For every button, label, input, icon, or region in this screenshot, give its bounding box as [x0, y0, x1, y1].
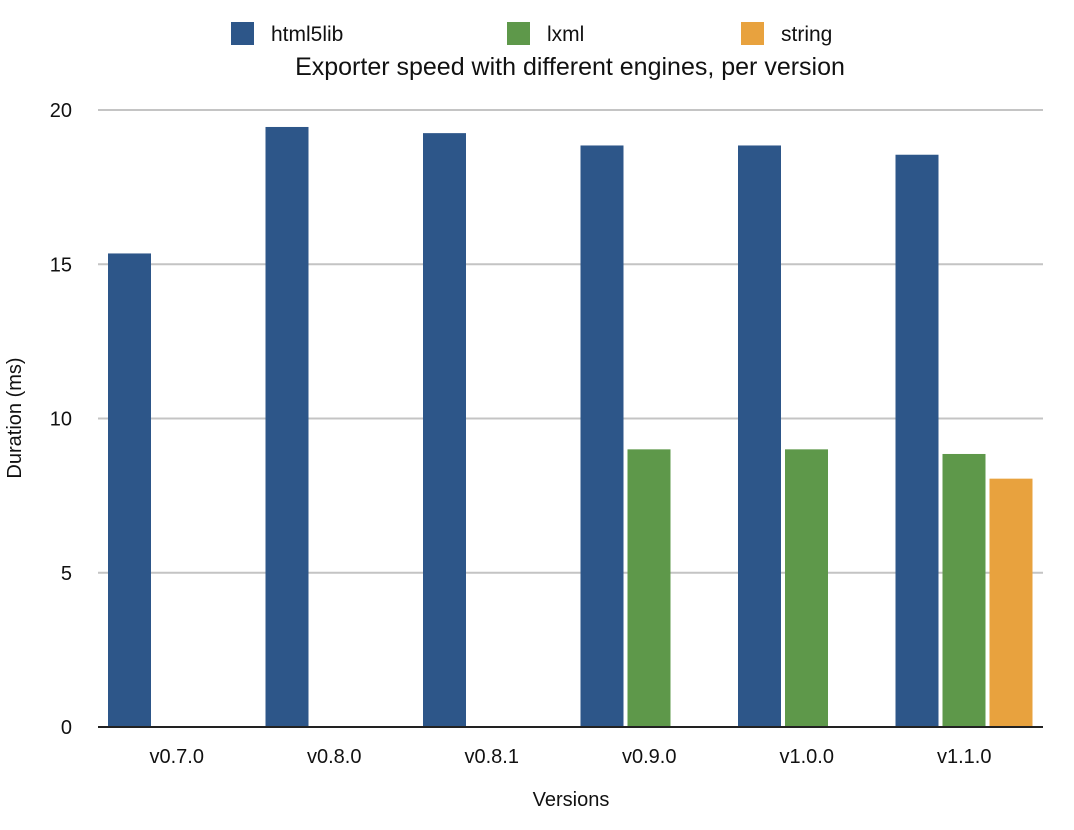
legend-label: html5lib	[271, 23, 343, 46]
y-tick-label: 10	[50, 409, 72, 431]
gridlines	[98, 109, 1043, 574]
y-tick-label: 5	[61, 563, 72, 585]
x-tick-label: v0.8.0	[307, 746, 361, 768]
bar-html5lib-v0.7.0	[108, 253, 151, 727]
legend-swatch	[231, 22, 254, 45]
bar-html5lib-v0.8.0	[265, 126, 309, 727]
x-axis-label: Versions	[533, 789, 610, 811]
bar-string-v1.1.0	[989, 478, 1033, 727]
y-tick-label: 15	[50, 254, 72, 276]
bar-lxml-v1.0.0	[785, 449, 828, 727]
x-tick-label: v1.0.0	[780, 746, 834, 768]
legend-item-html5lib: html5lib	[231, 22, 343, 46]
y-tick-label: 20	[50, 100, 72, 122]
y-tick-label: 0	[61, 717, 72, 739]
legend-swatch	[507, 22, 530, 45]
x-tick-label: v0.8.1	[465, 746, 519, 768]
x-tick-label: v1.1.0	[937, 746, 991, 768]
legend: html5lib lxml string	[231, 22, 832, 46]
bar-lxml-v1.1.0	[942, 453, 986, 727]
bars	[108, 126, 1033, 728]
y-axis-ticks: 0 5 10 15 20	[50, 100, 72, 739]
x-tick-label: v0.9.0	[622, 746, 676, 768]
bar-lxml-v0.9.0	[627, 449, 671, 727]
bar-html5lib-v1.1.0	[895, 154, 939, 728]
legend-label: lxml	[547, 23, 584, 46]
chart-title: Exporter speed with different engines, p…	[295, 53, 845, 81]
legend-label: string	[781, 23, 832, 46]
x-tick-label: v0.7.0	[150, 746, 204, 768]
bar-html5lib-v1.0.0	[738, 145, 781, 728]
legend-swatch	[741, 22, 764, 45]
x-axis-ticks: v0.7.0 v0.8.0 v0.8.1 v0.9.0 v1.0.0 v1.1.0	[150, 746, 992, 768]
legend-item-lxml: lxml	[507, 22, 584, 46]
legend-item-string: string	[741, 22, 832, 46]
y-axis-label: Duration (ms)	[4, 357, 26, 478]
bar-html5lib-v0.8.1	[423, 133, 466, 727]
bar-html5lib-v0.9.0	[580, 145, 624, 728]
